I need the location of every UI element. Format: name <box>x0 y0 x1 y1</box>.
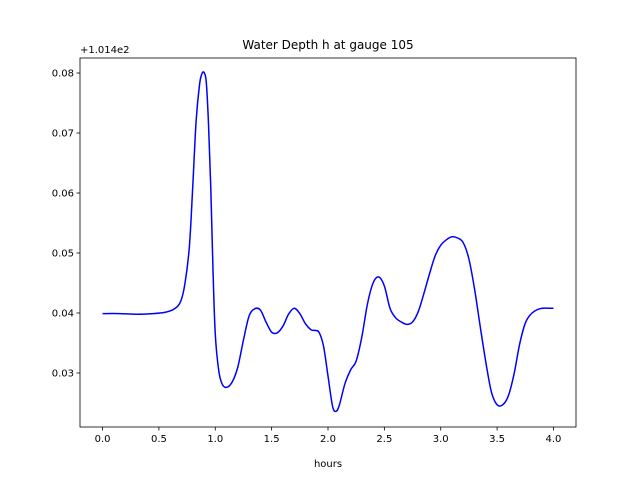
series-line <box>102 71 554 413</box>
x-axis: 0.0 0.5 1.0 1.5 2.0 2.5 3.0 3.5 4.0 <box>95 427 562 445</box>
x-tick-label: 1.5 <box>264 434 280 445</box>
y-axis: 0.03 0.04 0.05 0.06 0.07 0.08 <box>52 69 80 380</box>
y-tick-label: 0.05 <box>52 249 74 260</box>
y-tick-label: 0.06 <box>52 189 74 200</box>
chart-title: Water Depth h at gauge 105 <box>242 38 413 52</box>
x-tick-label: 2.5 <box>376 434 392 445</box>
y-tick-label: 0.03 <box>52 369 74 380</box>
x-axis-label: hours <box>314 459 342 470</box>
y-tick-label: 0.04 <box>52 309 74 320</box>
x-tick-label: 3.5 <box>489 434 505 445</box>
y-tick-label: 0.08 <box>52 69 74 80</box>
x-tick-label: 2.0 <box>320 434 336 445</box>
y-offset-label: +1.014e2 <box>80 45 130 56</box>
y-tick-label: 0.07 <box>52 129 74 140</box>
x-tick-label: 0.5 <box>151 434 167 445</box>
x-tick-label: 0.0 <box>95 434 111 445</box>
x-tick-label: 3.0 <box>433 434 449 445</box>
x-tick-label: 4.0 <box>546 434 562 445</box>
x-tick-label: 1.0 <box>207 434 223 445</box>
